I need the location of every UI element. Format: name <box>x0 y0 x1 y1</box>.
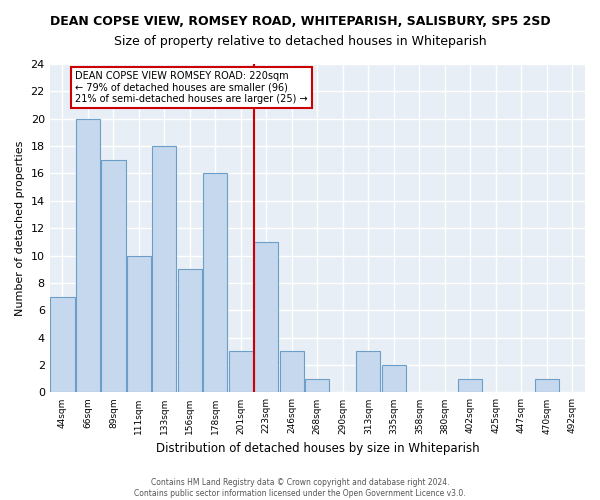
Bar <box>305 378 329 392</box>
Bar <box>76 118 100 392</box>
Bar <box>101 160 125 392</box>
X-axis label: Distribution of detached houses by size in Whiteparish: Distribution of detached houses by size … <box>155 442 479 455</box>
Bar <box>382 365 406 392</box>
Y-axis label: Number of detached properties: Number of detached properties <box>15 140 25 316</box>
Text: Size of property relative to detached houses in Whiteparish: Size of property relative to detached ho… <box>113 35 487 48</box>
Bar <box>535 378 559 392</box>
Text: DEAN COPSE VIEW ROMSEY ROAD: 220sqm
← 79% of detached houses are smaller (96)
21: DEAN COPSE VIEW ROMSEY ROAD: 220sqm ← 79… <box>75 71 308 104</box>
Bar <box>356 352 380 393</box>
Bar <box>458 378 482 392</box>
Bar <box>178 270 202 392</box>
Text: Contains HM Land Registry data © Crown copyright and database right 2024.
Contai: Contains HM Land Registry data © Crown c… <box>134 478 466 498</box>
Bar <box>203 174 227 392</box>
Bar <box>254 242 278 392</box>
Bar <box>152 146 176 392</box>
Bar <box>50 296 74 392</box>
Bar <box>280 352 304 393</box>
Bar <box>229 352 253 393</box>
Text: DEAN COPSE VIEW, ROMSEY ROAD, WHITEPARISH, SALISBURY, SP5 2SD: DEAN COPSE VIEW, ROMSEY ROAD, WHITEPARIS… <box>50 15 550 28</box>
Bar <box>127 256 151 392</box>
